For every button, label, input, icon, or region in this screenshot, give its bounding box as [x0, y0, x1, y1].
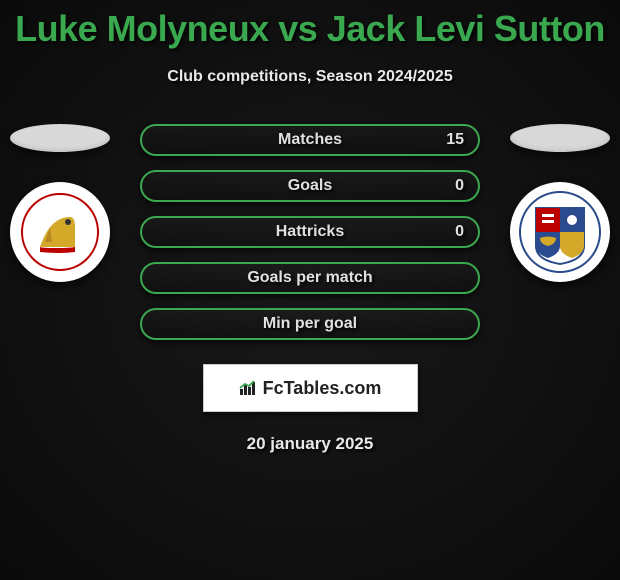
fctables-logo: FcTables.com	[239, 378, 382, 399]
player-left-club-badge	[10, 182, 110, 282]
player-right-club-badge	[510, 182, 610, 282]
logo-text: FcTables.com	[263, 378, 382, 399]
stat-row-goals: Goals 0	[140, 170, 480, 202]
page-title: Luke Molyneux vs Jack Levi Sutton	[0, 0, 620, 50]
date-text: 20 january 2025	[0, 434, 620, 454]
stat-label: Min per goal	[263, 315, 357, 333]
stat-label: Hattricks	[276, 223, 344, 241]
stat-label: Goals	[288, 177, 332, 195]
stat-label: Goals per match	[247, 269, 372, 287]
stat-row-goals-per-match: Goals per match	[140, 262, 480, 294]
stat-right-value: 0	[455, 177, 464, 195]
stats-list: Matches 15 Goals 0 Hattricks 0 Goals per…	[140, 124, 480, 340]
stat-row-hattricks: Hattricks 0	[140, 216, 480, 248]
stat-row-matches: Matches 15	[140, 124, 480, 156]
stat-right-value: 0	[455, 223, 464, 241]
stat-label: Matches	[278, 131, 342, 149]
player-right-avatar-placeholder	[510, 124, 610, 152]
club-badge-right-icon	[518, 190, 602, 274]
player-left-avatar-placeholder	[10, 124, 110, 152]
fctables-logo-box: FcTables.com	[203, 364, 418, 412]
stat-right-value: 15	[446, 131, 464, 149]
bar-chart-icon	[239, 379, 261, 397]
subtitle: Club competitions, Season 2024/2025	[0, 68, 620, 86]
stat-row-min-per-goal: Min per goal	[140, 308, 480, 340]
player-right-column	[500, 124, 620, 282]
doncaster-badge-icon	[20, 192, 100, 272]
comparison-content: Matches 15 Goals 0 Hattricks 0 Goals per…	[0, 124, 620, 344]
player-left-column	[0, 124, 120, 282]
